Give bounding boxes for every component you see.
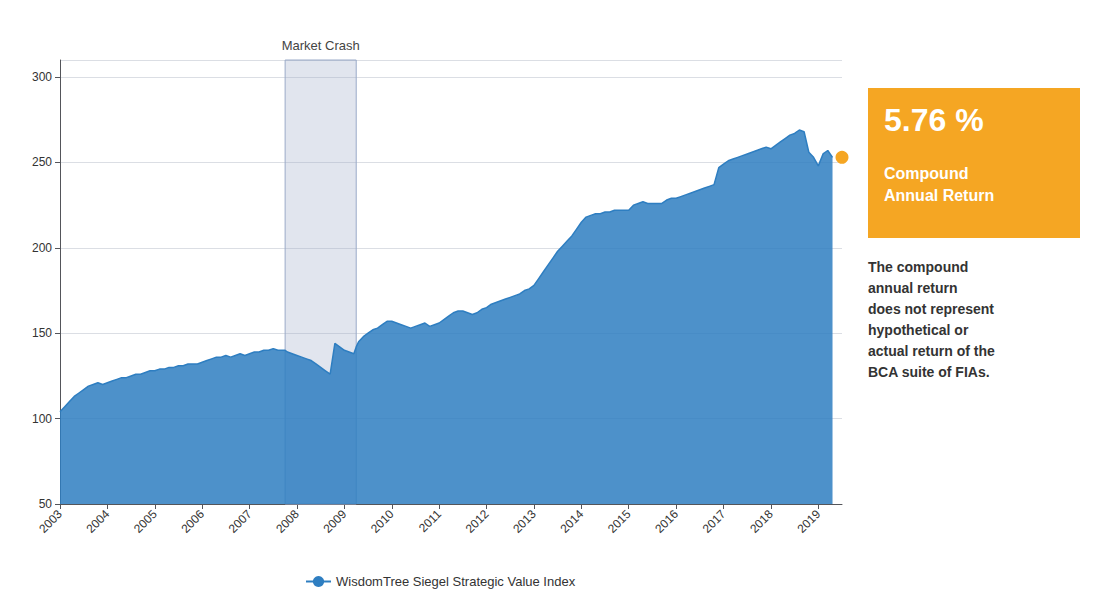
svg-text:2008: 2008 bbox=[273, 507, 302, 536]
svg-text:5.76 %: 5.76 % bbox=[884, 102, 984, 138]
svg-text:2016: 2016 bbox=[652, 507, 681, 536]
svg-text:2015: 2015 bbox=[605, 507, 634, 536]
svg-text:2003: 2003 bbox=[36, 507, 65, 536]
svg-text:2005: 2005 bbox=[131, 507, 160, 536]
svg-text:Compound: Compound bbox=[884, 165, 968, 182]
svg-text:2011: 2011 bbox=[416, 507, 444, 535]
svg-text:actual return of the: actual return of the bbox=[868, 343, 995, 359]
svg-text:100: 100 bbox=[32, 412, 52, 426]
svg-text:annual return: annual return bbox=[868, 280, 957, 296]
svg-text:Annual Return: Annual Return bbox=[884, 187, 994, 204]
svg-text:Market Crash: Market Crash bbox=[282, 38, 360, 53]
svg-text:50: 50 bbox=[39, 497, 53, 511]
svg-text:does not represent: does not represent bbox=[868, 301, 994, 317]
svg-text:200: 200 bbox=[32, 241, 52, 255]
svg-text:2014: 2014 bbox=[558, 507, 587, 536]
svg-text:The compound: The compound bbox=[868, 259, 968, 275]
svg-text:2013: 2013 bbox=[510, 507, 539, 536]
svg-text:2012: 2012 bbox=[463, 507, 492, 536]
svg-text:2019: 2019 bbox=[794, 507, 823, 536]
svg-text:2010: 2010 bbox=[368, 507, 397, 536]
svg-text:2009: 2009 bbox=[321, 507, 350, 536]
svg-text:BCA suite of FIAs.: BCA suite of FIAs. bbox=[868, 364, 990, 380]
svg-text:300: 300 bbox=[32, 70, 52, 84]
svg-text:2007: 2007 bbox=[226, 507, 255, 536]
svg-text:hypothetical or: hypothetical or bbox=[868, 322, 969, 338]
svg-text:2018: 2018 bbox=[747, 507, 776, 536]
svg-text:2006: 2006 bbox=[178, 507, 207, 536]
svg-text:150: 150 bbox=[32, 326, 52, 340]
svg-text:WisdomTree Siegel Strategic Va: WisdomTree Siegel Strategic Value Index bbox=[336, 574, 576, 589]
svg-text:250: 250 bbox=[32, 155, 52, 169]
svg-text:2004: 2004 bbox=[84, 507, 113, 536]
svg-text:2017: 2017 bbox=[700, 507, 729, 536]
